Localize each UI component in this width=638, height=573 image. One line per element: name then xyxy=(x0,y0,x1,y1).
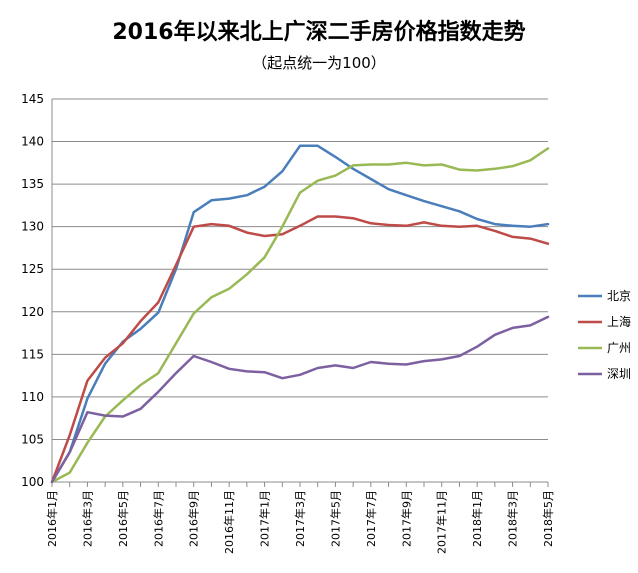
y-axis-ticks: 100 105 110 115 120 125 130 135 140 145 xyxy=(21,92,44,489)
x-tick-label: 2016年9月 xyxy=(187,490,201,547)
x-tick-label: 2016年11月 xyxy=(222,490,236,554)
x-tick-label: 2017年3月 xyxy=(293,490,307,547)
x-tick-label: 2016年1月 xyxy=(45,490,59,547)
y-tick-label: 135 xyxy=(21,177,44,191)
y-tick-label: 105 xyxy=(21,432,44,446)
x-tick-label: 2018年1月 xyxy=(470,490,484,547)
series-line-深圳 xyxy=(50,315,550,484)
y-tick-label: 115 xyxy=(21,347,44,361)
legend-label: 上海 xyxy=(607,314,631,329)
x-tick-label: 2016年7月 xyxy=(151,490,165,547)
y-tick-label: 140 xyxy=(21,135,44,149)
y-tick-label: 110 xyxy=(21,390,44,404)
legend-label: 广州 xyxy=(607,341,631,355)
y-tick-label: 100 xyxy=(21,475,44,489)
x-tick-label: 2016年3月 xyxy=(80,490,94,547)
y-tick-label: 130 xyxy=(21,220,44,234)
x-tick-label: 2017年9月 xyxy=(399,490,413,547)
x-tick-label: 2018年3月 xyxy=(506,490,520,547)
legend-label: 北京 xyxy=(607,289,631,303)
x-tick-label: 2018年5月 xyxy=(541,490,555,547)
series-lines xyxy=(50,144,550,484)
series-line-北京 xyxy=(50,144,550,484)
chart-title: 2016年以来北上广深二手房价格指数走势 xyxy=(112,20,526,45)
x-tick-label: 2016年5月 xyxy=(116,490,130,547)
x-tick-label: 2017年5月 xyxy=(328,490,342,547)
series-line-广州 xyxy=(50,147,550,484)
y-tick-label: 145 xyxy=(21,92,44,106)
x-axis: 2016年1月 2016年3月 2016年5月 2016年7月 2016年9月 2016年… xyxy=(45,99,555,554)
series-line-上海 xyxy=(50,215,550,484)
grid-lines xyxy=(52,98,548,483)
x-tick-label: 2017年11月 xyxy=(435,490,449,554)
y-tick-label: 120 xyxy=(21,305,44,319)
chart-subtitle: （起点统一为100） xyxy=(252,54,386,72)
x-tick-label: 2017年1月 xyxy=(258,490,272,547)
x-tick-label: 2017年7月 xyxy=(364,490,378,547)
legend-label: 深圳 xyxy=(607,367,631,381)
y-tick-label: 125 xyxy=(21,262,44,276)
